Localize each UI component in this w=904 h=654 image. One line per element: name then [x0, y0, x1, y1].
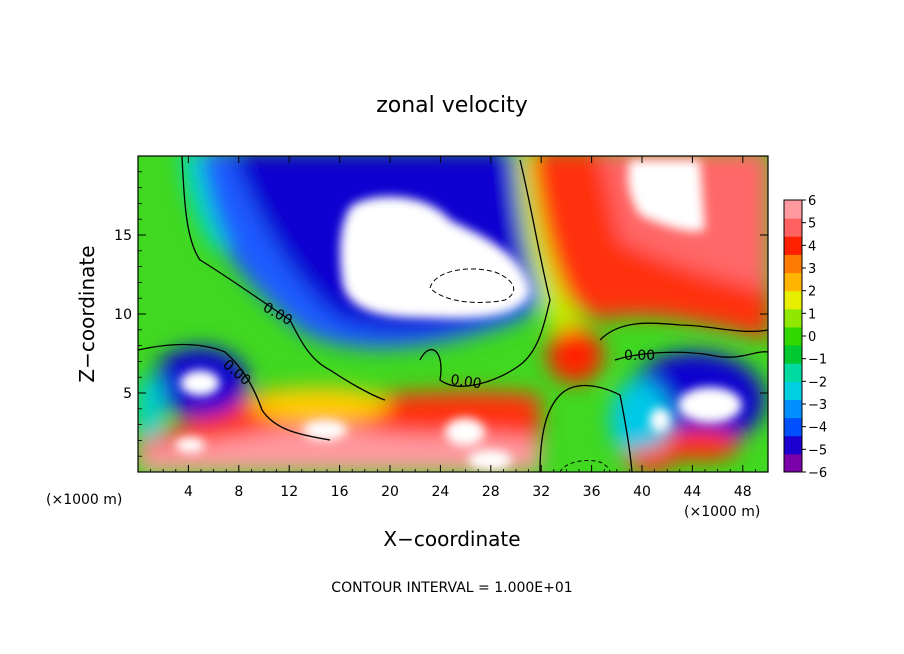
colorbar-tick-label: 1 [808, 307, 816, 322]
colorbar-tick-label: −2 [808, 375, 827, 390]
zero-contour-left [181, 156, 386, 401]
zero-contour-right [599, 322, 768, 361]
colorbar-swatch [784, 326, 802, 346]
colorbar-swatch [784, 308, 802, 328]
x-tick-label: 8 [234, 484, 243, 500]
y-tick-label: 15 [114, 228, 132, 244]
colorbar-swatch [784, 290, 802, 310]
zero-contour-bottom [539, 384, 633, 472]
chart-title: zonal velocity [376, 93, 528, 118]
y-tick-label: 10 [114, 307, 132, 323]
colorbar-swatch [784, 345, 802, 364]
colorbar-swatch [784, 381, 802, 400]
x-tick-label: 20 [381, 484, 399, 500]
colorbar-swatch [784, 417, 802, 437]
colorbar-tick-label: −3 [808, 398, 827, 413]
x-tick-label: 12 [280, 484, 298, 500]
x-tick-label: 44 [683, 484, 701, 500]
colorbar-swatch [784, 453, 802, 473]
colorbar-tick-label: −1 [808, 353, 827, 368]
y-axis: 5 10 15 [114, 171, 768, 457]
x-tick-label: 28 [482, 484, 500, 500]
x-tick-label: 40 [633, 484, 651, 500]
colorbar-swatch [784, 435, 802, 455]
colorbar-tick-label: 4 [808, 239, 816, 254]
colorbar-tick-label: −4 [808, 421, 827, 436]
x-unit-left: (×1000 m) [46, 492, 122, 508]
colorbar-tick-label: 5 [808, 217, 816, 232]
colorbar-swatch [784, 200, 802, 219]
contour-interval-note: CONTOUR INTERVAL = 1.000E+01 [331, 580, 572, 596]
colorbar-tick-label: −6 [808, 466, 827, 481]
x-unit-right: (×1000 m) [684, 504, 760, 520]
zero-contour-mid [138, 343, 331, 441]
colorbar-swatch [784, 399, 802, 419]
x-tick-label: 4 [184, 484, 193, 500]
colorbar-swatch [784, 254, 802, 274]
x-tick-label: 32 [532, 484, 550, 500]
x-axis-label: X−coordinate [383, 527, 520, 551]
negative-contour-bottom-dashed [559, 459, 611, 472]
negative-contour-dashed [429, 268, 515, 303]
x-tick-label: 16 [331, 484, 349, 500]
colorbar-tick-label: −5 [808, 443, 827, 458]
heatmap-field: 0.00 0.00 0.00 0.00 [138, 156, 768, 472]
colorbar-swatch [784, 218, 802, 237]
contour-label-4: 0.00 [624, 348, 655, 364]
y-tick-label: 5 [123, 386, 132, 402]
x-tick-label: 48 [734, 484, 752, 500]
y-axis-label: Z−coordinate [75, 245, 99, 382]
x-axis: 4 8 12 16 20 24 28 32 36 40 44 48 [150, 156, 756, 500]
colorbar-tick-label: 2 [808, 285, 816, 300]
colorbar-swatch [784, 272, 802, 292]
x-tick-label: 24 [431, 484, 449, 500]
x-tick-label: 36 [583, 484, 601, 500]
contour-label-3: 0.00 [449, 372, 482, 392]
colorbar: 6 5 4 3 2 1 0 −1 −2 −3 −4 −5 −6 [783, 194, 827, 481]
colorbar-tick-label: 6 [808, 194, 816, 209]
colorbar-tick-label: 3 [808, 262, 816, 277]
colorbar-tick-label: 0 [808, 330, 816, 345]
colorbar-swatch [784, 236, 802, 255]
colorbar-swatch [784, 363, 802, 382]
zero-contour-center [419, 159, 551, 387]
